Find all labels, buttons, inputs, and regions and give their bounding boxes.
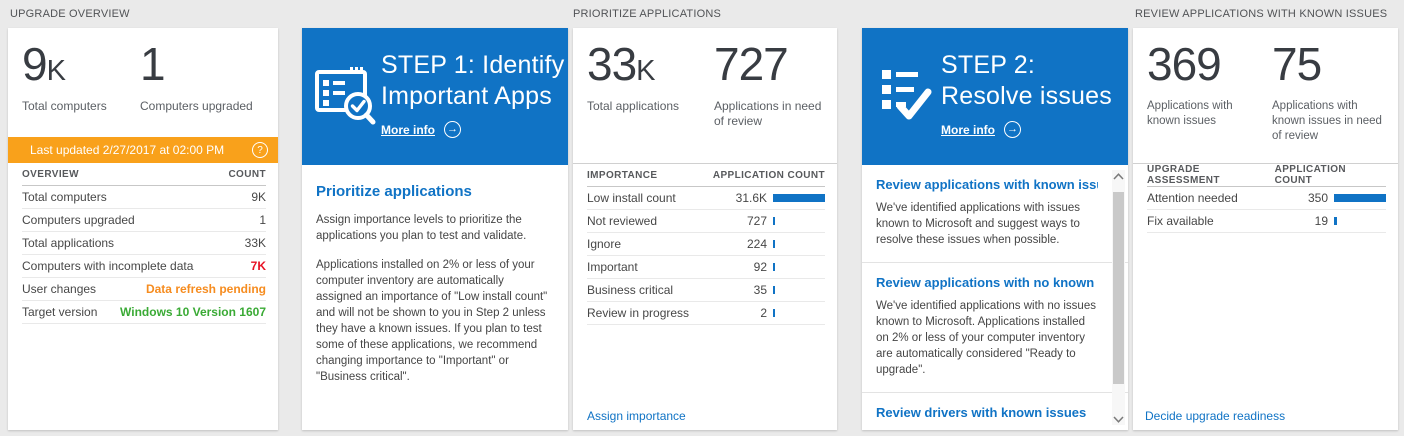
overview-table: OVERVIEW COUNT Total computers 9K Comput…: [8, 163, 278, 324]
step2-tile[interactable]: STEP 2: Resolve issues More info →: [862, 28, 1128, 165]
importance-table: IMPORTANCE APPLICATION COUNT Low install…: [573, 163, 837, 325]
overview-stats: 9K Total computers 1 Computers upgraded: [8, 28, 278, 114]
review-apps-no-known-issues-link[interactable]: Review applications with no known issues: [876, 275, 1098, 290]
table-row[interactable]: Fix available 19: [1147, 210, 1386, 233]
table-row[interactable]: Total applications 33K: [22, 232, 266, 255]
arrow-circle-icon: →: [444, 121, 461, 138]
apps-search-icon: [314, 64, 380, 131]
review-known-issues-card: 369 Applications with known issues 75 Ap…: [1133, 28, 1398, 430]
overview-table-header: OVERVIEW COUNT: [22, 163, 266, 186]
table-row[interactable]: Review in progress 2: [587, 302, 825, 325]
stat-total-computers-label: Total computers: [22, 99, 107, 113]
checklist-check-icon: [880, 68, 938, 131]
review-section: Review drivers with known issues We've i…: [862, 392, 1128, 430]
review-section-text: We've identified applications with no is…: [876, 300, 1096, 376]
scrollbar-up-icon[interactable]: [1112, 170, 1125, 182]
step1-tile[interactable]: STEP 1: Identify Important Apps More inf…: [302, 28, 568, 165]
table-row[interactable]: Not reviewed 727: [587, 210, 825, 233]
importance-table-header: IMPORTANCE APPLICATION COUNT: [587, 164, 825, 187]
status-value-green: Windows 10 Version 1607: [120, 305, 266, 319]
status-value-orange: Data refresh pending: [145, 282, 266, 296]
step2-more-info-link[interactable]: More info →: [941, 121, 1021, 138]
upgrade-assessment-table: UPGRADE ASSESSMENT APPLICATION COUNT Att…: [1133, 163, 1398, 233]
count-bar: [773, 217, 775, 225]
section-header-prioritize-applications: PRIORITIZE APPLICATIONS: [573, 8, 722, 20]
review-section: Review applications with no known issues…: [862, 262, 1128, 392]
panel-paragraph: Assign importance levels to prioritize t…: [316, 214, 527, 242]
last-updated-banner: Last updated 2/27/2017 at 02:00 PM ?: [8, 137, 278, 163]
table-row[interactable]: Attention needed 350: [1147, 187, 1386, 210]
table-row[interactable]: Important 92: [587, 256, 825, 279]
count-bar: [773, 263, 775, 271]
stat-apps-known-issues: 369 Applications with known issues: [1147, 38, 1272, 144]
stat-computers-upgraded-label: Computers upgraded: [140, 99, 253, 113]
step2-title: STEP 2: Resolve issues: [941, 51, 1112, 110]
stat-total-applications-value: 33K: [587, 38, 656, 90]
stat-known-issues-need-review-value: 75: [1272, 38, 1322, 90]
review-section-text: We've identified applications with issue…: [876, 202, 1080, 246]
count-bar: [773, 194, 825, 202]
table-row[interactable]: Computers with incomplete data 7K: [22, 255, 266, 278]
step1-panel: Prioritize applications Assign importanc…: [302, 165, 568, 430]
table-row[interactable]: Total computers 9K: [22, 186, 266, 209]
prioritize-applications-heading[interactable]: Prioritize applications: [316, 183, 472, 200]
stat-total-applications: 33K Total applications: [587, 38, 714, 129]
help-icon[interactable]: ?: [252, 142, 268, 158]
count-bar: [773, 240, 775, 248]
count-bar: [773, 286, 775, 294]
panel-paragraph: Applications installed on 2% or less of …: [316, 259, 548, 383]
table-row[interactable]: Computers upgraded 1: [22, 209, 266, 232]
scrollbar-thumb[interactable]: [1113, 192, 1124, 384]
stat-apps-need-review: 727 Applications in need of review: [714, 38, 832, 129]
assign-importance-link[interactable]: Assign importance: [587, 409, 686, 423]
table-row[interactable]: Target version Windows 10 Version 1607: [22, 301, 266, 324]
last-updated-text: Last updated 2/27/2017 at 02:00 PM: [30, 143, 225, 157]
stat-known-issues-need-review: 75 Applications with known issues in nee…: [1272, 38, 1392, 144]
stat-total-computers-value: 9K: [22, 38, 66, 90]
stat-computers-upgraded: 1 Computers upgraded: [140, 38, 253, 114]
scrollbar-down-icon[interactable]: [1112, 413, 1125, 425]
count-bar: [1334, 217, 1337, 225]
step2-blade: STEP 2: Resolve issues More info → Revie…: [862, 28, 1128, 430]
stat-computers-upgraded-value: 1: [140, 38, 166, 90]
prioritize-stats: 33K Total applications 727 Applications …: [573, 28, 837, 129]
table-row[interactable]: User changes Data refresh pending: [22, 278, 266, 301]
stat-apps-known-issues-value: 369: [1147, 38, 1222, 90]
prioritize-applications-card: 33K Total applications 727 Applications …: [573, 28, 837, 430]
table-row[interactable]: Low install count 31.6K: [587, 187, 825, 210]
table-row[interactable]: Business critical 35: [587, 279, 825, 302]
stat-total-computers: 9K Total computers: [22, 38, 140, 114]
stat-total-applications-label: Total applications: [587, 99, 680, 113]
step1-more-info-link[interactable]: More info →: [381, 121, 461, 138]
section-header-upgrade-overview: UPGRADE OVERVIEW: [10, 8, 130, 20]
scrollbar[interactable]: [1112, 170, 1125, 425]
step2-panel: Review applications with known issues We…: [862, 165, 1128, 430]
table-row[interactable]: Ignore 224: [587, 233, 825, 256]
review-section: Review applications with known issues We…: [862, 165, 1128, 262]
upgrade-overview-card: 9K Total computers 1 Computers upgraded …: [8, 28, 278, 430]
status-value-red: 7K: [250, 259, 266, 273]
review-section-text: We've identified drivers that will migra…: [876, 428, 1098, 430]
review-drivers-known-issues-link[interactable]: Review drivers with known issues: [876, 405, 1087, 420]
stat-known-issues-need-review-label: Applications with known issues in need o…: [1272, 100, 1382, 142]
step1-blade: STEP 1: Identify Important Apps More inf…: [302, 28, 568, 430]
section-header-review-known-issues: REVIEW APPLICATIONS WITH KNOWN ISSUES: [1135, 8, 1388, 20]
stat-apps-need-review-label: Applications in need of review: [714, 99, 822, 128]
review-stats: 369 Applications with known issues 75 Ap…: [1133, 28, 1398, 144]
stat-apps-need-review-value: 727: [714, 38, 789, 90]
upgrade-assessment-table-header: UPGRADE ASSESSMENT APPLICATION COUNT: [1147, 164, 1386, 187]
review-apps-known-issues-link[interactable]: Review applications with known issues: [876, 177, 1098, 192]
count-bar: [773, 309, 775, 317]
decide-upgrade-readiness-link[interactable]: Decide upgrade readiness: [1145, 409, 1286, 423]
stat-apps-known-issues-label: Applications with known issues: [1147, 100, 1233, 127]
arrow-circle-icon: →: [1004, 121, 1021, 138]
count-bar: [1334, 194, 1386, 202]
step1-title: STEP 1: Identify Important Apps: [381, 51, 565, 110]
